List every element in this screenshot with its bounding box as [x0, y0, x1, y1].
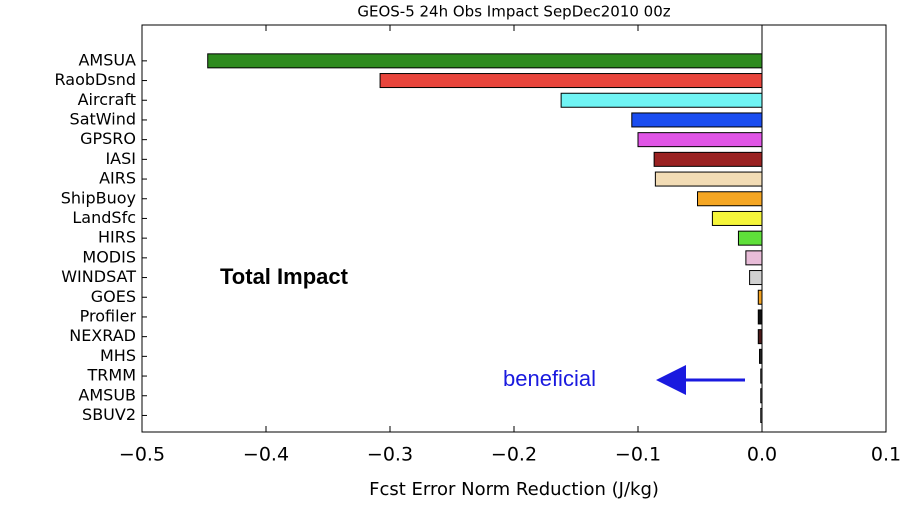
x-tick-label: −0.2 [491, 444, 537, 466]
bar [379, 73, 763, 89]
x-tick-label: −0.3 [367, 444, 413, 466]
y-tick-label: MODIS [82, 247, 136, 266]
bar [207, 53, 763, 69]
x-tick-label: −0.4 [243, 444, 289, 466]
x-tick-label: 0.0 [747, 444, 777, 466]
y-tick-label: WINDSAT [61, 267, 136, 286]
annotation: Total Impact [220, 264, 349, 289]
bar [757, 309, 763, 325]
bar [697, 191, 763, 207]
y-tick-label: Profiler [80, 306, 137, 325]
y-tick-label: SBUV2 [82, 405, 136, 424]
bar [631, 112, 763, 128]
bar [759, 348, 763, 364]
x-tick-label: −0.5 [119, 444, 165, 466]
y-tick-label: Aircraft [78, 90, 136, 109]
annotation: beneficial [503, 366, 596, 391]
bar [760, 388, 763, 404]
y-tick-label: HIRS [98, 228, 136, 247]
y-tick-label: GOES [91, 287, 136, 306]
y-tick-label: MHS [100, 346, 136, 365]
y-tick-label: RaobDsnd [55, 70, 136, 89]
y-tick-label: GPSRO [80, 129, 136, 148]
bar [757, 329, 763, 345]
x-tick-label: −0.1 [615, 444, 661, 466]
bar [711, 210, 763, 226]
y-tick-label: LandSfc [72, 208, 136, 227]
bar [737, 230, 763, 246]
y-tick-label: SatWind [70, 109, 136, 128]
y-tick-label: IASI [105, 149, 136, 168]
bar [760, 407, 763, 423]
bar [760, 368, 763, 384]
bar [757, 289, 763, 305]
y-tick-label: AMSUA [78, 50, 136, 69]
bar [749, 270, 763, 286]
y-tick-label: AMSUB [78, 385, 136, 404]
bar [560, 92, 763, 108]
chart-title: GEOS-5 24h Obs Impact SepDec2010 00z [357, 3, 670, 21]
y-tick-label: TRMM [87, 366, 137, 385]
x-tick-label: 0.1 [871, 444, 901, 466]
y-tick-label: NEXRAD [69, 326, 136, 345]
bar [654, 171, 763, 187]
x-axis-label: Fcst Error Norm Reduction (J/kg) [369, 479, 659, 500]
y-tick-label: AIRS [99, 169, 136, 188]
bar [745, 250, 763, 266]
bar [653, 151, 763, 167]
y-tick-label: ShipBuoy [61, 188, 136, 207]
bar [637, 132, 763, 148]
